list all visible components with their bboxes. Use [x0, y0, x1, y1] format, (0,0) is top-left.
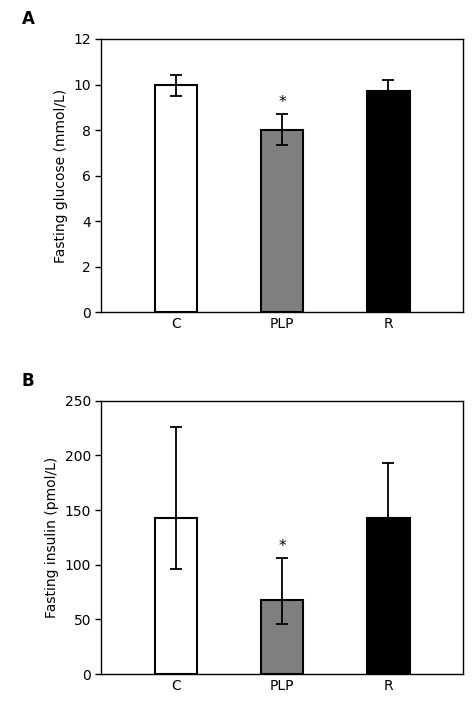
Text: *: *	[278, 539, 286, 554]
Text: A: A	[22, 10, 35, 28]
Y-axis label: Fasting insulin (pmol/L): Fasting insulin (pmol/L)	[45, 457, 59, 618]
Bar	[367, 92, 410, 313]
Bar	[155, 517, 197, 674]
Bar	[155, 84, 197, 313]
Text: B: B	[22, 372, 35, 390]
Bar	[261, 130, 303, 313]
Text: *: *	[278, 95, 286, 110]
Y-axis label: Fasting glucose (mmol/L): Fasting glucose (mmol/L)	[54, 89, 68, 263]
Bar	[261, 600, 303, 674]
Bar	[367, 517, 410, 674]
